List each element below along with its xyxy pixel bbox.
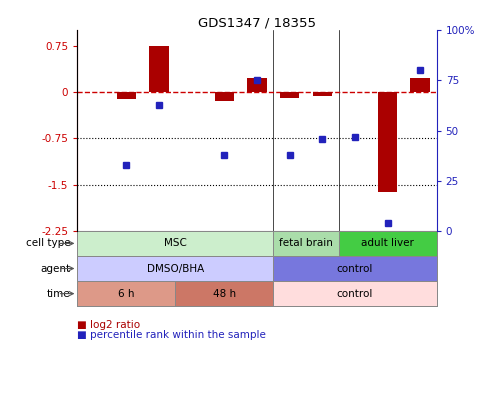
Bar [117, 92, 136, 100]
Bar [411, 79, 430, 92]
Text: MSC: MSC [164, 239, 187, 248]
Text: 48 h: 48 h [213, 289, 236, 298]
Text: fetal brain: fetal brain [279, 239, 333, 248]
Bar [378, 92, 397, 192]
Text: agent: agent [40, 264, 70, 273]
Bar [215, 92, 234, 101]
Text: ■ percentile rank within the sample: ■ percentile rank within the sample [77, 330, 266, 339]
Bar [273, 231, 339, 256]
Text: cell type: cell type [25, 239, 70, 248]
Bar [77, 281, 175, 306]
Bar [273, 281, 437, 306]
Bar [247, 79, 267, 92]
Bar [339, 231, 437, 256]
Bar [77, 256, 273, 281]
Text: DMSO/BHA: DMSO/BHA [147, 264, 204, 273]
Text: adult liver: adult liver [361, 239, 414, 248]
Text: 6 h: 6 h [118, 289, 135, 298]
Text: time: time [46, 289, 70, 298]
Text: ■ log2 ratio: ■ log2 ratio [77, 320, 141, 330]
Bar [175, 281, 273, 306]
Text: control: control [337, 289, 373, 298]
Bar [77, 231, 273, 256]
Bar [280, 92, 299, 98]
Bar [149, 46, 169, 92]
Title: GDS1347 / 18355: GDS1347 / 18355 [198, 16, 316, 29]
Text: control: control [337, 264, 373, 273]
Bar [312, 92, 332, 96]
Bar [273, 256, 437, 281]
